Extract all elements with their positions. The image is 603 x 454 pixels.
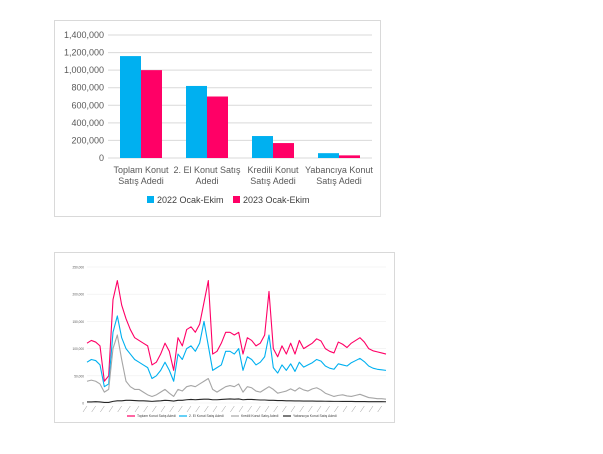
x-tick-mark <box>325 405 330 413</box>
x-tick-mark <box>360 405 365 413</box>
x-tick-mark <box>100 405 105 413</box>
x-tick-mark <box>316 405 322 413</box>
x-tick-mark <box>256 405 261 413</box>
x-category-label: Adedi <box>195 176 218 186</box>
x-tick-mark <box>126 405 131 413</box>
x-tick-mark <box>160 405 166 413</box>
x-tick-mark <box>204 405 209 413</box>
legend-label: Kredili Konut Satış Adedi <box>241 414 279 418</box>
y-tick-label: 600,000 <box>71 100 104 110</box>
series-line <box>86 280 387 382</box>
x-category-label: 2. El Konut Satış <box>173 165 241 175</box>
x-tick-mark <box>195 405 200 413</box>
y-tick-label: 400,000 <box>71 118 104 128</box>
x-tick-mark <box>212 405 218 413</box>
bar-2022 <box>252 136 273 158</box>
x-tick-mark <box>290 405 296 413</box>
x-tick-mark <box>299 405 304 413</box>
bar-2022 <box>318 153 339 158</box>
legend-swatch <box>147 196 154 203</box>
y-tick-label: 200,000 <box>72 293 84 297</box>
x-tick-mark <box>342 405 348 413</box>
x-tick-mark <box>186 405 192 413</box>
y-tick-label: 150,000 <box>72 320 84 324</box>
x-category-label: Kredili Konut <box>247 165 299 175</box>
bar-2023 <box>273 143 294 158</box>
x-tick-mark <box>247 405 252 413</box>
x-category-label: Satış Adedi <box>250 176 296 186</box>
y-tick-label: 0 <box>99 153 104 163</box>
legend-label: Toplam Konut Satış Adedi <box>137 414 176 418</box>
bar-2023 <box>141 70 162 158</box>
y-tick-label: 200,000 <box>71 135 104 145</box>
y-tick-label: 50,000 <box>74 374 84 378</box>
y-tick-label: 1,000,000 <box>64 65 104 75</box>
legend-label: 2022 Ocak-Ekim <box>157 195 224 205</box>
x-tick-mark <box>377 405 382 413</box>
y-tick-label: 250,000 <box>72 266 84 270</box>
line-chart-panel: 250,000 200,000 150,000 100,000 50,000 0 Topla… <box>54 252 395 423</box>
y-tick-label: 1,400,000 <box>64 30 104 40</box>
x-tick-mark <box>152 405 157 413</box>
legend-swatch <box>233 196 240 203</box>
x-tick-mark <box>117 405 122 413</box>
x-category-label: Satış Adedi <box>118 176 164 186</box>
series-line <box>87 398 387 404</box>
x-tick-mark <box>273 405 278 413</box>
x-tick-mark <box>108 405 114 413</box>
line-chart: 250,000 200,000 150,000 100,000 50,000 0 Topla… <box>72 266 387 418</box>
bar-2023 <box>339 155 360 158</box>
x-tick-mark <box>351 405 356 413</box>
x-tick-mark <box>282 405 287 413</box>
series-line <box>86 315 387 388</box>
x-tick-mark <box>264 405 270 413</box>
x-category-label: Yabancıya Konut <box>305 165 373 175</box>
x-tick-mark <box>82 405 88 413</box>
x-tick-mark <box>134 405 140 413</box>
x-tick-mark <box>143 405 148 413</box>
bar-2022 <box>186 85 207 158</box>
y-tick-label: 800,000 <box>71 83 104 93</box>
x-tick-mark <box>334 405 339 413</box>
x-tick-mark <box>238 405 244 413</box>
y-tick-label: 1,200,000 <box>64 48 104 58</box>
y-tick-label: 0 <box>82 402 84 406</box>
x-tick-mark <box>178 405 183 413</box>
y-tick-label: 100,000 <box>72 347 84 351</box>
x-tick-mark <box>91 405 96 413</box>
bar-2022 <box>120 56 141 159</box>
legend-label: 2. El Konut Satış Adedi <box>189 414 224 418</box>
series-line <box>86 334 387 400</box>
x-tick-mark <box>230 405 235 413</box>
x-category-label: Satış Adedi <box>316 176 362 186</box>
x-tick-mark <box>368 405 374 413</box>
x-tick-mark <box>308 405 313 413</box>
legend-label: Yabancıya Konut Satış Adedi <box>293 414 337 418</box>
bar-chart-panel: 1,400,000 1,200,000 1,000,000 800,000 600,00… <box>54 20 381 217</box>
x-tick-mark <box>169 405 174 413</box>
x-tick-mark <box>221 405 226 413</box>
legend-label: 2023 Ocak-Ekim <box>243 195 310 205</box>
bar-chart: 1,400,000 1,200,000 1,000,000 800,000 600,00… <box>64 30 373 205</box>
bar-2023 <box>207 96 228 158</box>
x-category-label: Toplam Konut <box>113 165 169 175</box>
